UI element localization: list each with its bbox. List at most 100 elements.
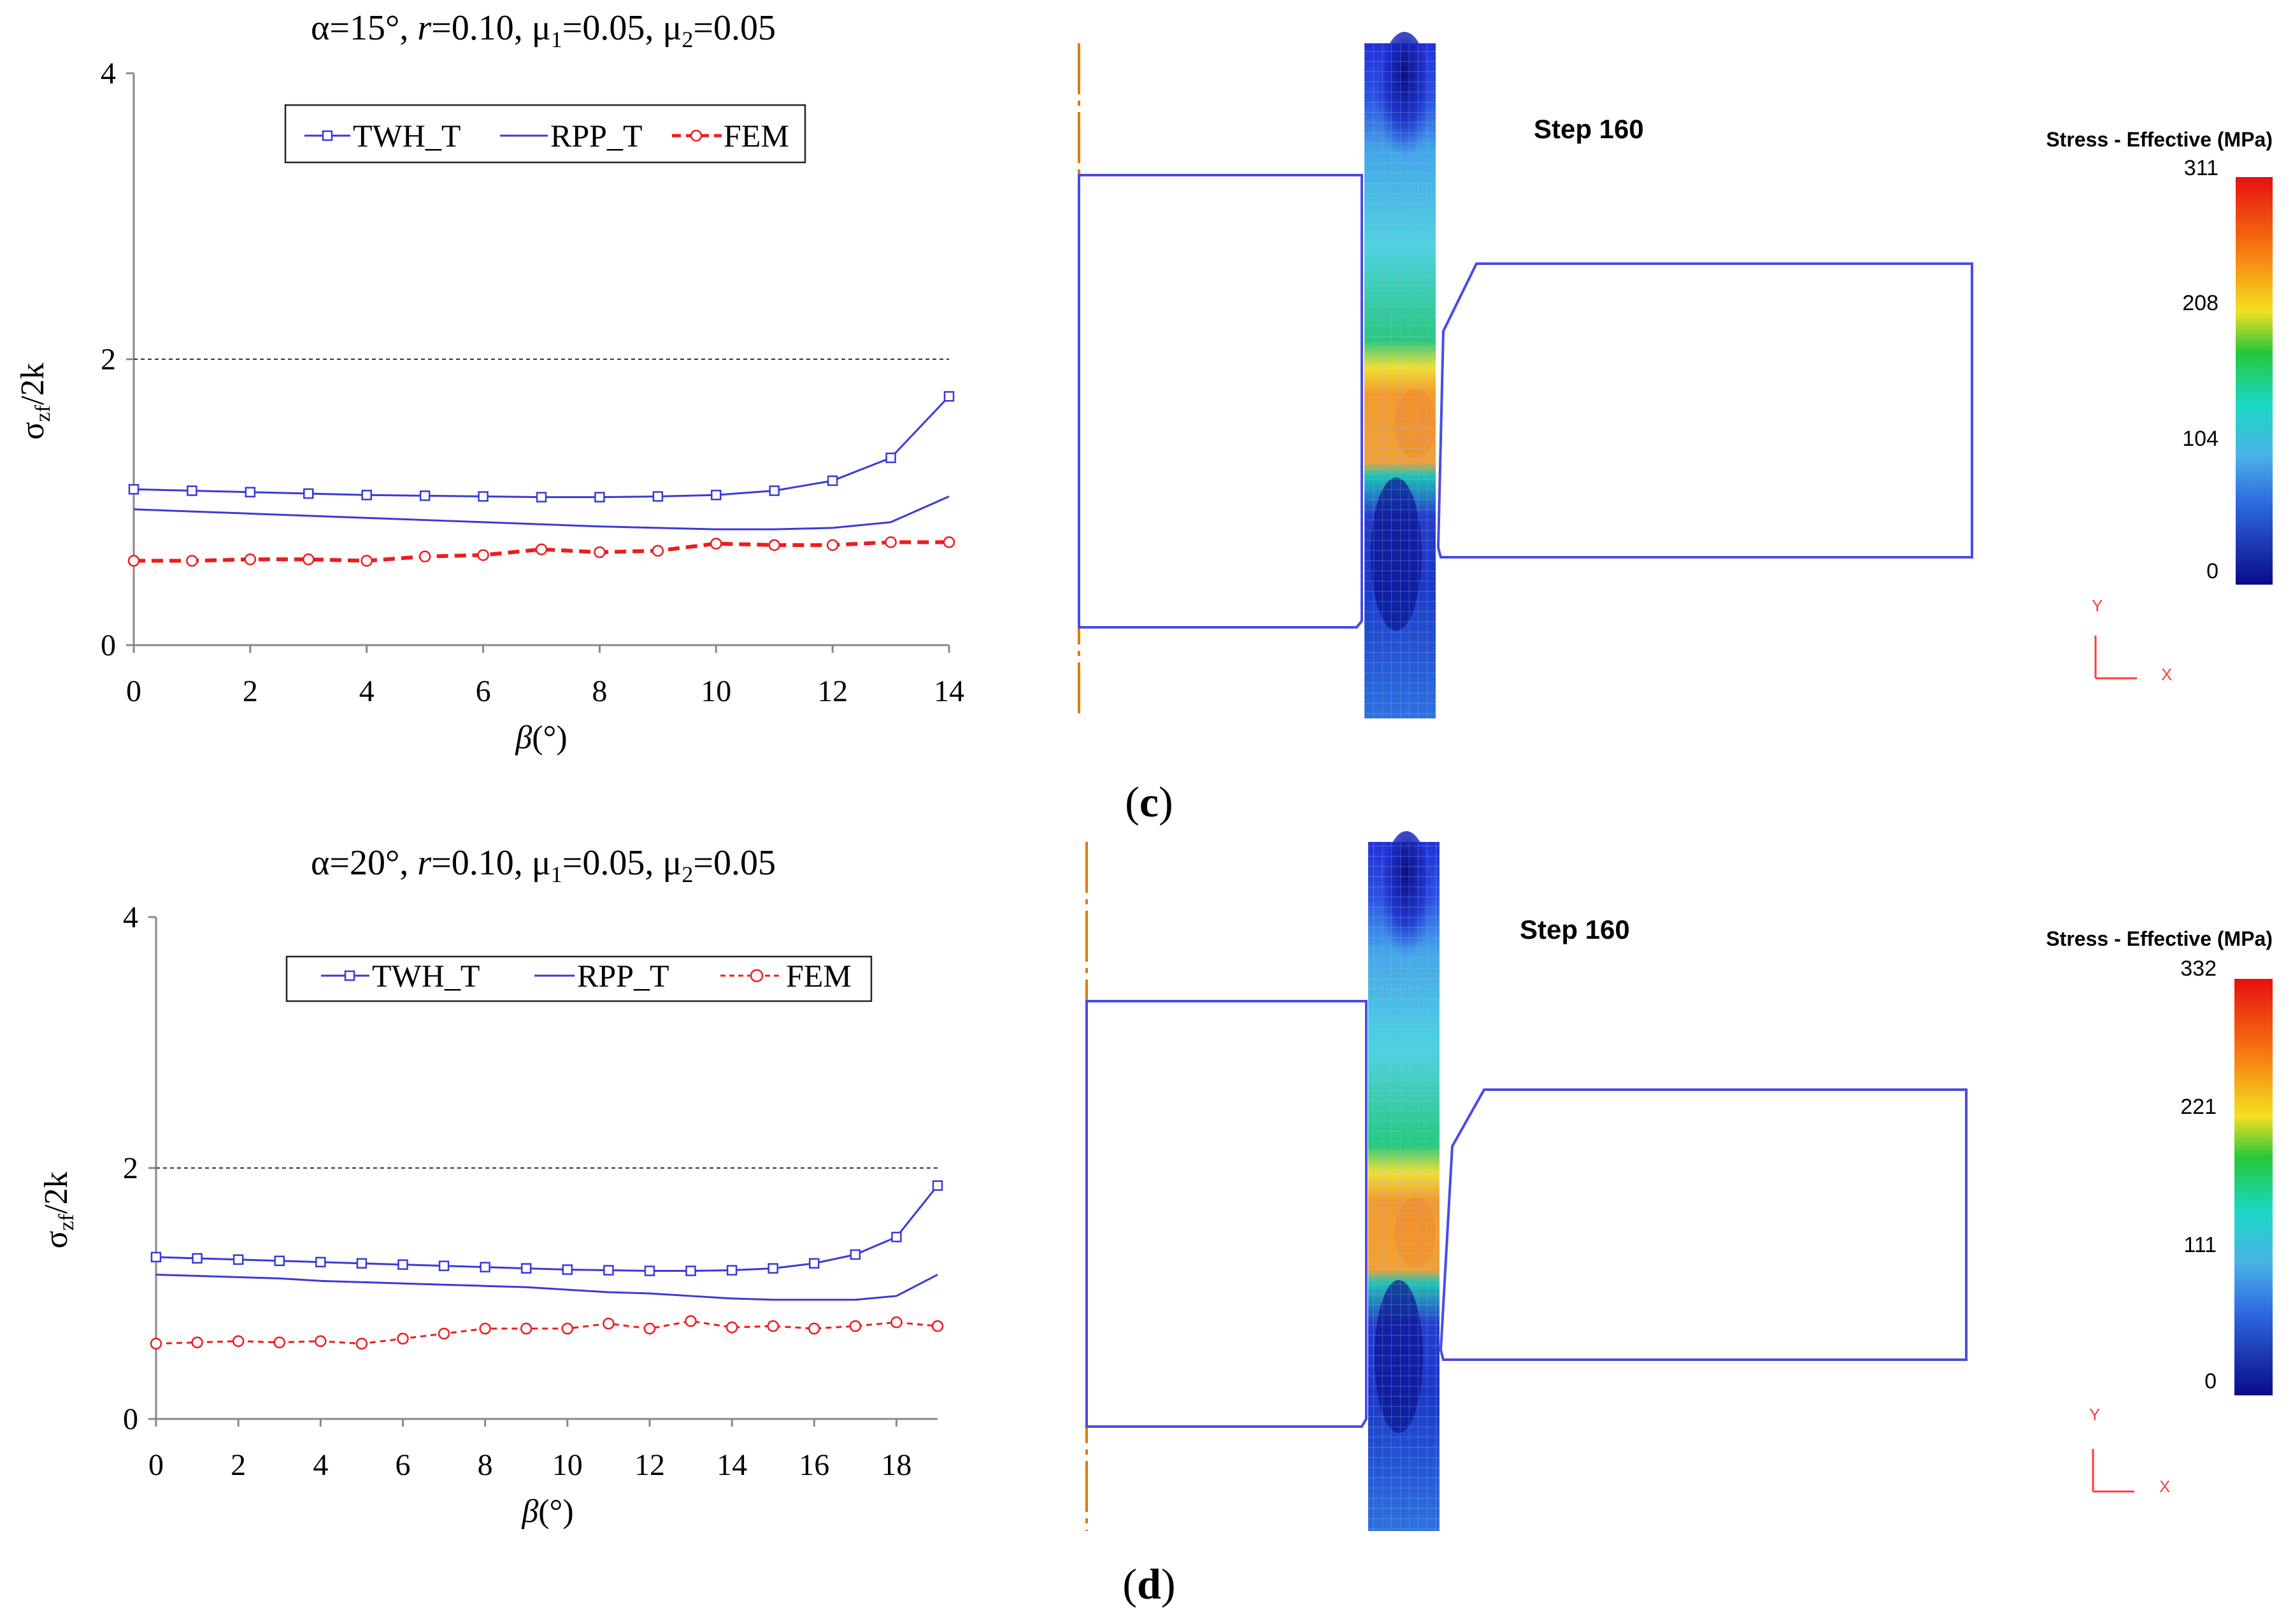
twh-point [603,1265,614,1276]
twh-point [478,491,489,502]
fem-point [232,1335,245,1348]
fem-point [768,539,780,552]
twh-point [850,1249,861,1260]
svg-text:X: X [2161,665,2172,684]
fem-point [418,550,431,563]
legend-tick: 208 [2182,291,2218,315]
chart-d: α=20°, r=0.10, μ1=0.05, μ2=0.05 0 2 4 0 2 4 6… [38,843,944,1530]
legend-twh: TWH_T [353,118,461,153]
fem-point [643,1322,656,1335]
fem-point [191,1336,203,1349]
series-line-fem [155,1320,938,1345]
fem-point [361,555,373,567]
simulation-c: Step 160 Stress - Effective (MPa) 311 20… [1078,32,2273,826]
legend-rpp: RPP_T [577,958,669,994]
twh-point [438,1260,450,1271]
left-die [1085,1000,1368,1428]
twh-point [361,490,372,501]
twh-point [520,1263,532,1274]
x-axis-label: β(°) [515,720,567,756]
twh-point [232,1254,244,1265]
twh-point [397,1259,408,1270]
legend-rpp: RPP_T [550,118,643,153]
chart-title: α=15°, r=0.10, μ1=0.05, μ2=0.05 [311,8,776,52]
fem-point [808,1322,820,1335]
right-die [1436,262,1973,559]
color-bar [2236,177,2273,585]
fem-point [725,1321,738,1334]
twh-point [480,1262,490,1272]
twh-point [769,485,780,496]
twh-point [685,1265,696,1276]
legend-title: Stress - Effective (MPa) [2046,927,2273,950]
fem-point [186,555,198,567]
y-axis-label: σzf/2k [15,363,55,440]
twh-point [562,1264,573,1275]
fem-point [438,1327,450,1340]
series-line-rpp_t [155,1273,938,1301]
fem-point [520,1322,532,1335]
x-tick-label: 10 [552,1448,583,1482]
left-die [1078,174,1363,629]
step-label: Step 160 [1534,114,1644,144]
legend-tick-min: 0 [2204,1369,2217,1393]
x-tick-label: 0 [126,674,141,708]
twh-point [594,492,605,502]
legend-tick: 111 [2183,1233,2217,1257]
axis-triad: Y X [2089,1405,2170,1496]
twh-point [356,1258,368,1269]
svg-text:Y: Y [2092,596,2103,615]
fem-point [315,1335,327,1348]
fem-point [397,1332,409,1345]
workpiece-mesh [1368,831,1439,1531]
legend-tick: 221 [2180,1095,2217,1119]
fem-point [652,545,664,557]
twh-point [932,1180,943,1191]
x-tick-label: 6 [395,1448,410,1482]
x-tick-label: 16 [799,1448,829,1482]
legend-tick-max: 332 [2180,957,2217,981]
legend: TWH_T RPP_T FEM [285,955,873,1002]
twh-point [891,1232,902,1243]
legend-tick-min: 0 [2206,559,2218,583]
fem-point [477,549,489,561]
twh-point [644,1265,655,1276]
svg-text:σzf/2k: σzf/2k [38,1172,78,1249]
y-tick-label: 2 [123,1151,138,1185]
fem-point [931,1320,944,1332]
series-line-twh_t [133,395,950,499]
x-tick-label: 18 [881,1448,911,1482]
x-tick-label: 8 [592,674,607,708]
fem-point [767,1320,779,1332]
fem-point [849,1320,862,1332]
fem-point [479,1322,491,1335]
fem-point [244,553,257,566]
series-line-fem [134,540,949,563]
fem-point [890,1316,903,1328]
x-tick-label: 12 [817,674,848,708]
x-axis-label: β(°) [521,1493,573,1530]
twh-point [303,488,314,499]
fem-point [603,1318,615,1330]
right-die [1439,1088,1968,1361]
twh-point [128,484,139,495]
svg-text:X: X [2159,1477,2170,1496]
legend-title: Stress - Effective (MPa) [2046,128,2273,151]
twh-point [768,1263,778,1274]
x-tick-label: 2 [231,1448,246,1482]
twh-point [827,475,838,487]
x-tick-label: 14 [934,674,964,708]
twh-point [419,490,431,501]
x-tick-label: 4 [313,1448,328,1482]
twh-point [652,491,664,502]
y-tick-label: 0 [101,629,116,662]
x-tick-label: 10 [701,674,731,708]
series-line-rpp_t [133,495,950,531]
caption: (d) [1122,1560,1175,1608]
legend-twh: TWH_T [372,958,480,994]
legend: TWH_T RPP_T FEM [284,104,806,164]
legend-tick-max: 311 [2184,156,2218,180]
y-tick-label: 0 [123,1402,138,1436]
fem-point [710,538,722,550]
